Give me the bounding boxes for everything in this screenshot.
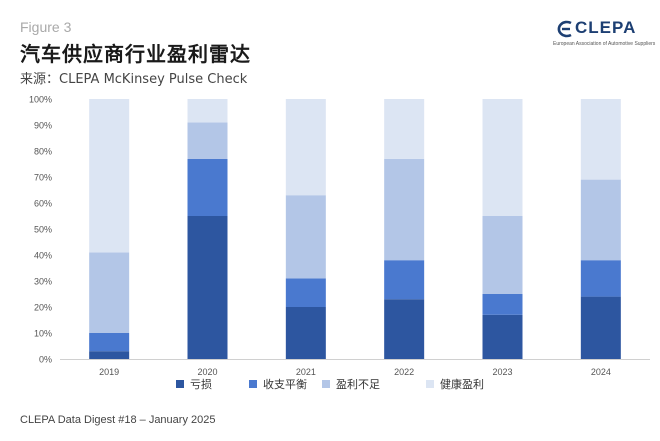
footer-text: CLEPA Data Digest #18 – January 2025 — [20, 414, 216, 426]
bar-segment — [580, 99, 621, 180]
y-tick-label: 0% — [39, 355, 52, 365]
bar-segment — [89, 351, 130, 359]
y-tick-label: 90% — [34, 121, 52, 131]
bar-segment — [285, 307, 326, 359]
x-tick-label: 2023 — [492, 367, 512, 377]
x-tick-label: 2019 — [99, 367, 119, 377]
bar-segment — [482, 216, 523, 294]
stacked-bar-chart: 0% 10% 20% 30% 40% 50% 60% 70% 80% 90% 100% 2019 202… — [29, 95, 650, 391]
y-tick-label: 60% — [34, 199, 52, 209]
bar-segment — [89, 333, 130, 352]
bar-segment — [187, 99, 228, 123]
bar-segment — [482, 294, 523, 315]
y-tick-label: 30% — [34, 277, 52, 287]
legend-swatch — [176, 380, 184, 388]
bar-segment — [384, 299, 425, 359]
legend-label: 健康盈利 — [440, 377, 484, 391]
bar-segment — [482, 314, 523, 359]
figure-label: Figure 3 — [20, 19, 72, 35]
legend-label: 盈利不足 — [336, 378, 380, 391]
bar-segment — [384, 99, 425, 159]
legend-swatch — [426, 380, 434, 388]
legend-swatch — [249, 380, 257, 388]
bar-segment — [384, 260, 425, 300]
bar-segment — [89, 99, 130, 253]
x-tick-label: 2024 — [591, 367, 611, 377]
clepa-logo: CLEPA European Association of Automotive… — [553, 18, 656, 50]
page-subtitle: 来源：CLEPA McKinsey Pulse Check — [20, 72, 248, 87]
y-tick-label: 50% — [34, 225, 52, 235]
legend-swatch — [322, 380, 330, 388]
bar-segment — [285, 278, 326, 307]
logo-tagline: European Association of Automotive Suppl… — [553, 41, 656, 47]
y-tick-label: 10% — [34, 329, 52, 339]
legend-label: 收支平衡 — [263, 377, 307, 391]
x-tick-label: 2022 — [394, 367, 414, 377]
bar-segment — [580, 179, 621, 261]
legend-label: 亏损 — [190, 377, 212, 391]
bar-segment — [580, 260, 621, 297]
bar-segment — [482, 99, 523, 216]
bar-segment — [89, 252, 130, 333]
bar-segment — [187, 216, 228, 359]
y-tick-label: 70% — [34, 173, 52, 183]
x-tick-label: 2020 — [197, 367, 217, 377]
bar-segment — [285, 195, 326, 279]
y-tick-label: 40% — [34, 251, 52, 261]
y-tick-label: 100% — [29, 95, 52, 105]
bar-segment — [580, 296, 621, 359]
logo-name: CLEPA — [575, 18, 637, 37]
bar-segment — [384, 158, 425, 261]
bar-segment — [285, 99, 326, 196]
bar-segment — [187, 122, 228, 159]
page-title: 汽车供应商行业盈利雷达 — [20, 42, 251, 66]
bar-segment — [187, 158, 228, 216]
y-tick-label: 80% — [34, 147, 52, 157]
y-tick-label: 20% — [34, 303, 52, 313]
logo-mark-icon — [557, 20, 572, 38]
x-tick-label: 2021 — [296, 367, 316, 377]
